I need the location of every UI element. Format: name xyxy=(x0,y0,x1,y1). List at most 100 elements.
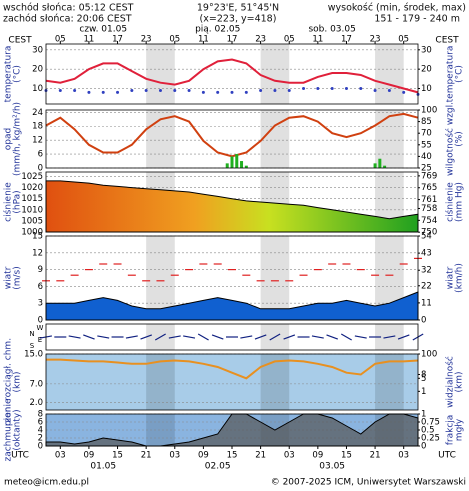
y2-tick-label: 769 xyxy=(421,171,437,181)
x-tick-label: 09 xyxy=(312,451,323,461)
x-tick-label-top: 05 xyxy=(284,35,295,45)
y2-tick-label: 100 xyxy=(421,350,437,360)
x-tick-label: 21 xyxy=(255,451,266,461)
y2-tick-label: 30 xyxy=(421,45,432,55)
axis-title-right: ciśnienie xyxy=(445,182,456,222)
y2-tick-label: 0.75 xyxy=(421,418,440,428)
series-dot xyxy=(287,88,291,92)
night-band xyxy=(146,236,175,320)
series-dot xyxy=(73,88,77,92)
y2-tick-label: 22 xyxy=(421,281,432,291)
x-tick-label-top: 11 xyxy=(312,35,323,45)
wind-arrow xyxy=(168,335,181,339)
series-dot xyxy=(344,87,348,91)
y2-tick-label: 754 xyxy=(421,216,437,226)
series-dot xyxy=(316,87,320,91)
series-line xyxy=(45,58,419,94)
panel-frame xyxy=(45,235,419,321)
precip-bar xyxy=(240,161,244,168)
day-label-bottom: 01.05 xyxy=(90,462,116,472)
x-tick-label-top: 17 xyxy=(341,35,352,45)
night-band xyxy=(375,44,404,104)
y2-tick-label: 20 xyxy=(421,65,432,75)
precip-bar xyxy=(378,158,382,168)
x-tick-label: 03 xyxy=(55,451,66,461)
x-tick-label-top: 05 xyxy=(55,35,66,45)
series-dot xyxy=(259,88,263,92)
x-tick-label-top: 05 xyxy=(398,35,409,45)
axis-title: (°C) xyxy=(13,65,23,83)
series-area xyxy=(45,291,419,321)
y2-tick-label: 43 xyxy=(421,249,432,259)
series-dot xyxy=(144,88,148,92)
axis-title-right: mgły xyxy=(455,418,465,441)
y-tick-label: 20 xyxy=(32,65,43,75)
direction-label: W xyxy=(37,324,44,332)
sunset: zachód słońca: 20:06 CEST xyxy=(3,14,132,25)
precip-bar xyxy=(230,156,234,168)
y2-tick-label: 1 xyxy=(421,410,426,420)
x-tick-label-top: 23 xyxy=(370,35,381,45)
series-dot xyxy=(402,90,406,94)
series-dot xyxy=(58,88,62,92)
y2-tick-label: 1 xyxy=(421,387,426,397)
series-dot xyxy=(330,87,334,91)
y2-tick-label: 55 xyxy=(421,140,432,150)
series-area xyxy=(45,180,419,233)
y-tick-label: 3 xyxy=(38,299,43,309)
footer-right: © 2007-2025 ICM, Uniwersytet Warszawski xyxy=(271,478,466,488)
elevation-label: wysokość (min, środek, max) xyxy=(328,3,466,14)
panel-bg xyxy=(46,354,418,410)
x-tick-label: 21 xyxy=(370,451,381,461)
y2-tick-label: 70 xyxy=(421,129,432,139)
y-tick-label: 30 xyxy=(32,45,43,55)
y2-tick-label: 0 xyxy=(421,316,426,326)
axis-title: (m/s) xyxy=(13,266,23,290)
axis-title-right: frakcja xyxy=(446,415,456,446)
y-tick-label: 0 xyxy=(38,316,43,326)
wind-arrow xyxy=(383,335,396,339)
series-dot xyxy=(273,88,277,92)
y-tick-label: 6 xyxy=(38,418,43,428)
series-dot xyxy=(158,88,162,92)
y2-tick-label: 8 xyxy=(421,370,426,380)
series-dot xyxy=(87,90,91,94)
day-label-top: pią. 02.05 xyxy=(195,25,240,35)
wind-arrow xyxy=(154,333,166,341)
series-dot xyxy=(201,90,205,94)
y-tick-label: 0 xyxy=(38,164,43,174)
series-dot xyxy=(359,87,363,91)
day-label-top: czw. 01.05 xyxy=(79,25,127,35)
axis-title-right: (km) xyxy=(455,371,465,392)
precip-bar xyxy=(225,163,229,168)
x-tick-label-top: 11 xyxy=(198,35,209,45)
x-tick-label: 03 xyxy=(169,451,180,461)
wind-arrow xyxy=(183,335,196,339)
y-tick-label: 15 xyxy=(32,232,43,242)
series-dot xyxy=(173,88,177,92)
direction-label: S xyxy=(30,342,35,350)
axis-title-right: (mm Hg) xyxy=(455,182,465,222)
axis-title: zachmurzenie xyxy=(4,398,14,462)
wind-arrow xyxy=(125,335,138,339)
axis-title-right: temperatura xyxy=(446,46,456,103)
wind-arrow xyxy=(240,335,253,339)
x-tick-label-top: 05 xyxy=(169,35,180,45)
y-tick-label: 1020 xyxy=(21,183,43,193)
night-band xyxy=(260,236,290,320)
series-dot xyxy=(244,90,248,94)
axis-title-right: widzialność xyxy=(445,356,456,408)
axis-title-right: (%) xyxy=(455,131,465,147)
series-dot xyxy=(302,87,306,91)
night-band xyxy=(260,354,290,410)
coords: 19°23'E, 51°45'N xyxy=(197,3,279,14)
wind-arrow xyxy=(140,334,152,340)
y2-tick-label: 5 xyxy=(421,374,426,384)
y2-tick-label: 750 xyxy=(421,228,437,238)
y2-tick-label: 25 xyxy=(421,164,432,174)
y-tick-label: 1010 xyxy=(21,205,43,215)
wind-arrow xyxy=(354,335,367,339)
y2-tick-label: 761 xyxy=(421,195,437,205)
wind-arrow xyxy=(68,335,81,339)
y-tick-label: 10 xyxy=(32,84,43,94)
